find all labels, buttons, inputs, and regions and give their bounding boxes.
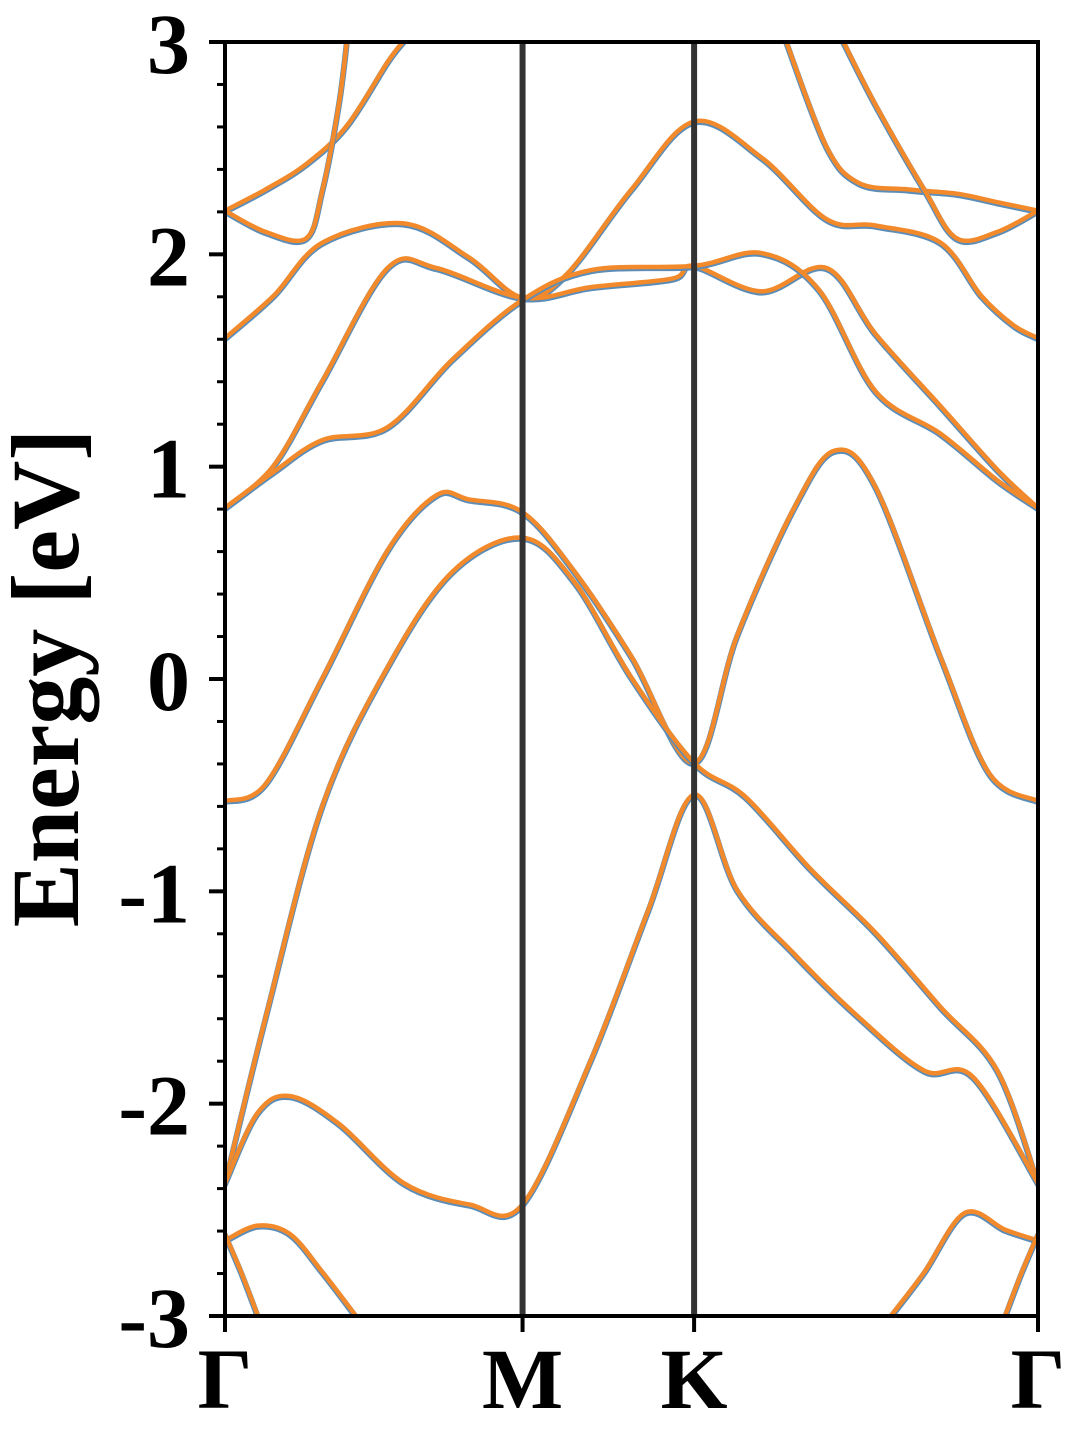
symmetry-lines xyxy=(519,42,698,1316)
band-line-7-overlay xyxy=(225,535,1038,1186)
y-tick-label: 0 xyxy=(147,633,190,729)
band-line-9-overlay xyxy=(225,1223,358,1316)
x-tick-label: M xyxy=(482,1331,563,1427)
band-line-3-overlay xyxy=(225,118,1038,341)
band-line-8-primary xyxy=(225,792,1038,1221)
x-tick-label: Γ xyxy=(198,1331,253,1427)
band-line-11-overlay xyxy=(889,1209,1038,1316)
band-line-10-overlay xyxy=(225,1231,260,1316)
x-tick-label: K xyxy=(661,1331,728,1427)
band-line-11-primary xyxy=(888,1209,1038,1316)
y-axis-label: Energy [eV] xyxy=(0,429,99,928)
band-line-9-primary xyxy=(225,1223,359,1316)
band-line-14-overlay xyxy=(840,42,1038,244)
band-line-2-primary xyxy=(225,42,350,246)
y-tick-label: 2 xyxy=(147,208,190,304)
band-line-8-overlay xyxy=(225,792,1038,1219)
band-line-2-overlay xyxy=(225,42,350,244)
band-line-12-overlay xyxy=(1003,1231,1038,1316)
band-line-13-overlay xyxy=(784,42,1038,213)
band-line-13-primary xyxy=(783,42,1038,215)
band-line-5-overlay xyxy=(225,250,1038,511)
y-ticks: -3 -2 -1 0 1 2 3 xyxy=(118,0,225,1366)
x-tick-label: Γ xyxy=(1011,1331,1066,1427)
band-line-14-primary xyxy=(839,42,1038,246)
band-line-1-primary xyxy=(225,42,407,215)
y-tick-label: 1 xyxy=(147,421,190,517)
y-tick-label: -3 xyxy=(118,1270,190,1366)
y-tick-label: -2 xyxy=(118,1058,190,1154)
band-line-6-overlay xyxy=(225,447,1038,804)
band-line-4-overlay xyxy=(225,256,1038,511)
band-line-1-overlay xyxy=(225,42,406,213)
band-line-4-primary xyxy=(225,256,1038,513)
y-tick-label: -1 xyxy=(118,845,190,941)
y-tick-label: 3 xyxy=(147,0,190,92)
band-lines xyxy=(225,42,1038,1316)
